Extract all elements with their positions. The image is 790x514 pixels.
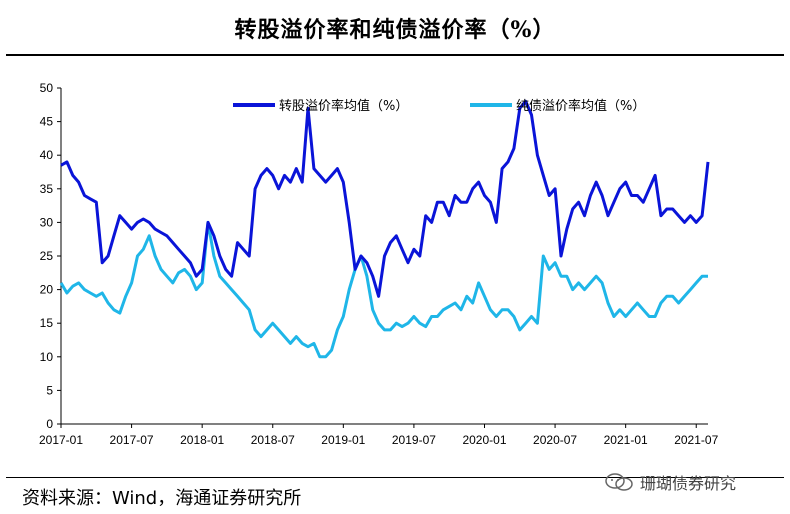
x-tick-label: 2017-07 [110, 433, 154, 447]
x-tick-label: 2018-01 [180, 433, 224, 447]
legend-bond-premium-label: 纯债溢价率均值（%） [516, 98, 645, 114]
series-line-convert-premium [60, 99, 710, 298]
page-title: 转股溢价率和纯债溢价率（%） [234, 17, 556, 43]
series-layer [59, 99, 710, 359]
x-tick-label: 2020-01 [462, 433, 506, 447]
series-line-bond-premium [59, 220, 708, 359]
y-tick-label: 35 [40, 182, 54, 196]
x-tick-label: 2021-01 [604, 433, 648, 447]
x-tick-label: 2019-07 [392, 433, 436, 447]
y-tick-label: 10 [40, 350, 54, 364]
x-tick-label: 2017-01 [39, 433, 83, 447]
footer-divider [6, 477, 784, 478]
y-tick-label: 40 [40, 148, 54, 162]
y-tick-label: 20 [40, 283, 54, 297]
y-tick-label: 15 [40, 316, 54, 330]
y-tick-label: 50 [40, 81, 54, 95]
wechat-icon [605, 473, 633, 491]
legend: 转股溢价率均值（%） 纯债溢价率均值（%） [233, 98, 645, 114]
x-tick-label: 2020-07 [533, 433, 577, 447]
y-tick-label: 0 [46, 417, 53, 431]
source-note: 资料来源：Wind，海通证券研究所 [22, 488, 302, 509]
x-tick-label: 2019-01 [321, 433, 365, 447]
x-tick-label: 2018-07 [251, 433, 295, 447]
legend-convert-premium-label: 转股溢价率均值（%） [279, 98, 408, 114]
y-tick-label: 30 [40, 215, 54, 229]
title-divider [6, 54, 784, 56]
axes: 0 5 10 15 20 25 30 35 40 45 50 2017-01 2017-07 2018-0… [39, 81, 719, 447]
watermark: 珊瑚债券研究 [604, 470, 736, 494]
y-tick-label: 45 [40, 115, 54, 129]
y-tick-label: 5 [46, 383, 53, 397]
x-tick-label: 2021-07 [674, 433, 718, 447]
y-tick-label: 25 [40, 249, 54, 263]
watermark-text: 珊瑚债券研究 [640, 474, 737, 493]
